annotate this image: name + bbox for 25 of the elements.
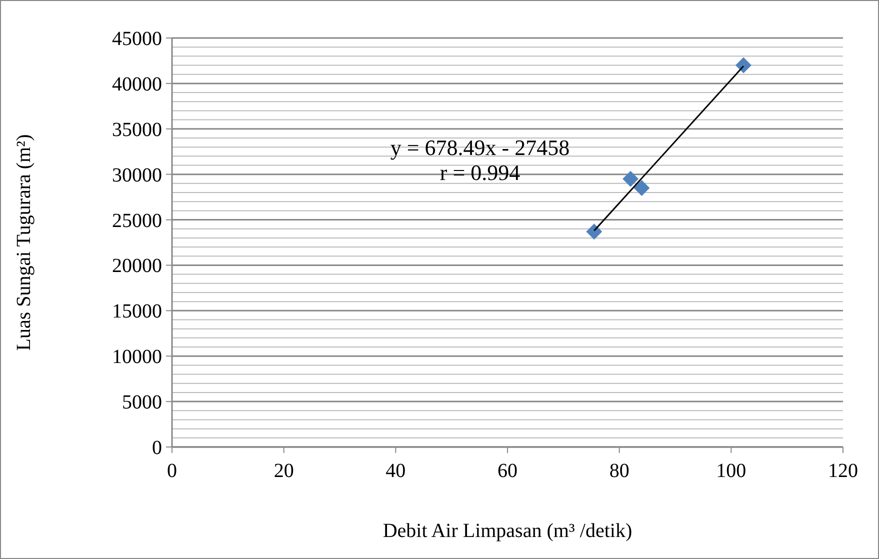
- annotation: r = 0.994: [440, 160, 520, 185]
- y-tick-label: 30000: [112, 164, 162, 186]
- x-tick-label: 120: [828, 460, 858, 482]
- x-tick-label: 60: [498, 460, 518, 482]
- x-tick-label: 20: [274, 460, 294, 482]
- point: [634, 180, 650, 196]
- y-tick-label: 20000: [112, 255, 162, 278]
- point: [586, 224, 602, 240]
- y-tick-label: 15000: [112, 300, 162, 323]
- x-tick-label: 0: [167, 460, 177, 482]
- x-tick-label: 80: [609, 460, 630, 482]
- x-tick-label: 100: [716, 460, 746, 482]
- y-tick-label: 40000: [112, 73, 162, 96]
- y-tick-label: 25000: [112, 210, 162, 232]
- y-tick-label: 35000: [112, 118, 162, 141]
- y-axis-title: Luas Sungai Tugurara (m²): [13, 134, 35, 351]
- x-tick-label: 40: [386, 460, 406, 482]
- x-axis-title: Debit Air Limpasan (m³ /detik): [382, 520, 632, 542]
- y-tick-label: 5000: [122, 392, 162, 414]
- point: [622, 170, 639, 187]
- point: [735, 57, 752, 74]
- y-tick-label: 0: [152, 437, 162, 459]
- annotation: y = 678.49x - 27458: [390, 135, 570, 160]
- y-tick-label: 45000: [112, 28, 162, 50]
- y-tick-label: 10000: [112, 346, 162, 368]
